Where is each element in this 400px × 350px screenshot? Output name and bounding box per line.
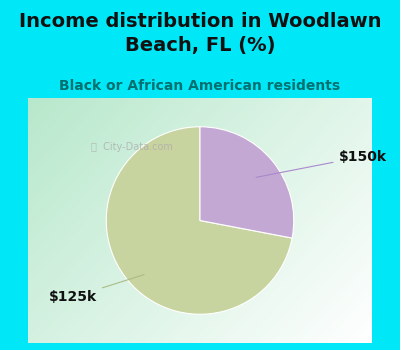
Wedge shape — [200, 127, 294, 238]
Text: $150k: $150k — [256, 149, 386, 177]
Text: Income distribution in Woodlawn
Beach, FL (%): Income distribution in Woodlawn Beach, F… — [19, 12, 381, 55]
Wedge shape — [106, 127, 292, 314]
Text: $125k: $125k — [49, 275, 144, 304]
Text: Black or African American residents: Black or African American residents — [60, 79, 340, 93]
Text: ⓘ  City-Data.com: ⓘ City-Data.com — [91, 142, 173, 152]
